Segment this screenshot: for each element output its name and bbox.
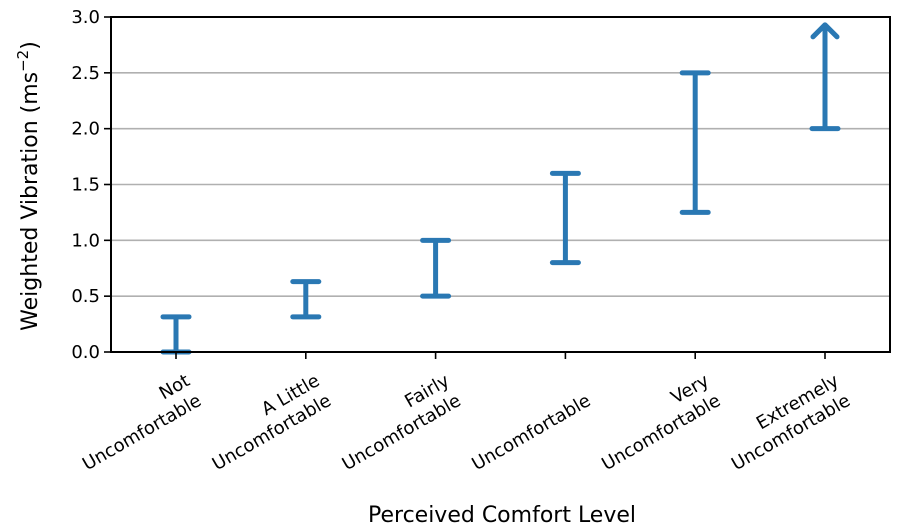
y-axis-label: Weighted Vibration (ms−2)	[14, 41, 43, 331]
x-tick-label: A LittleUncomfortable	[197, 370, 335, 475]
range-arrow-head	[810, 22, 840, 40]
y-tick-label: 1.0	[71, 230, 100, 251]
x-tick-label: NotUncomfortable	[67, 370, 205, 475]
range-marker	[290, 279, 322, 320]
y-tick-label: 2.5	[71, 63, 100, 84]
x-axis: NotUncomfortable A LittleUncomfortable Fai…	[67, 352, 854, 475]
y-tick-label: 0.5	[71, 286, 100, 307]
y-axis-label-exponent: −2	[14, 50, 32, 72]
y-tick-label: 0.0	[71, 342, 100, 363]
x-tick-label-line: Uncomfortable	[598, 390, 724, 475]
x-tick-label-line: Uncomfortable	[339, 390, 465, 475]
range-markers	[160, 22, 841, 355]
y-axis-label-main: Weighted Vibration (ms	[18, 72, 43, 331]
x-tick-label: ExtremelyUncomfortable	[716, 370, 854, 475]
x-tick-label: Uncomfortable	[468, 390, 594, 475]
x-tick-label: FairlyUncomfortable	[327, 370, 465, 475]
range-marker	[420, 237, 452, 299]
y-axis-label-close: )	[18, 41, 43, 50]
x-tick-label-line: Uncomfortable	[79, 390, 205, 475]
x-tick-label-line: Uncomfortable	[468, 390, 594, 475]
y-tick-label: 2.0	[71, 119, 100, 140]
y-axis: 0.0 0.5 1.0 1.5 2.0 2.5 3.0	[71, 7, 111, 363]
x-axis-label: Perceived Comfort Level	[368, 503, 636, 528]
x-tick-label: VeryUncomfortable	[587, 370, 725, 475]
range-marker	[549, 170, 581, 266]
range-marker	[160, 314, 192, 355]
range-marker	[809, 22, 841, 132]
grid-lines	[111, 72, 890, 297]
y-tick-label: 1.5	[71, 175, 100, 196]
y-tick-label: 3.0	[71, 7, 100, 28]
range-marker	[679, 70, 711, 215]
